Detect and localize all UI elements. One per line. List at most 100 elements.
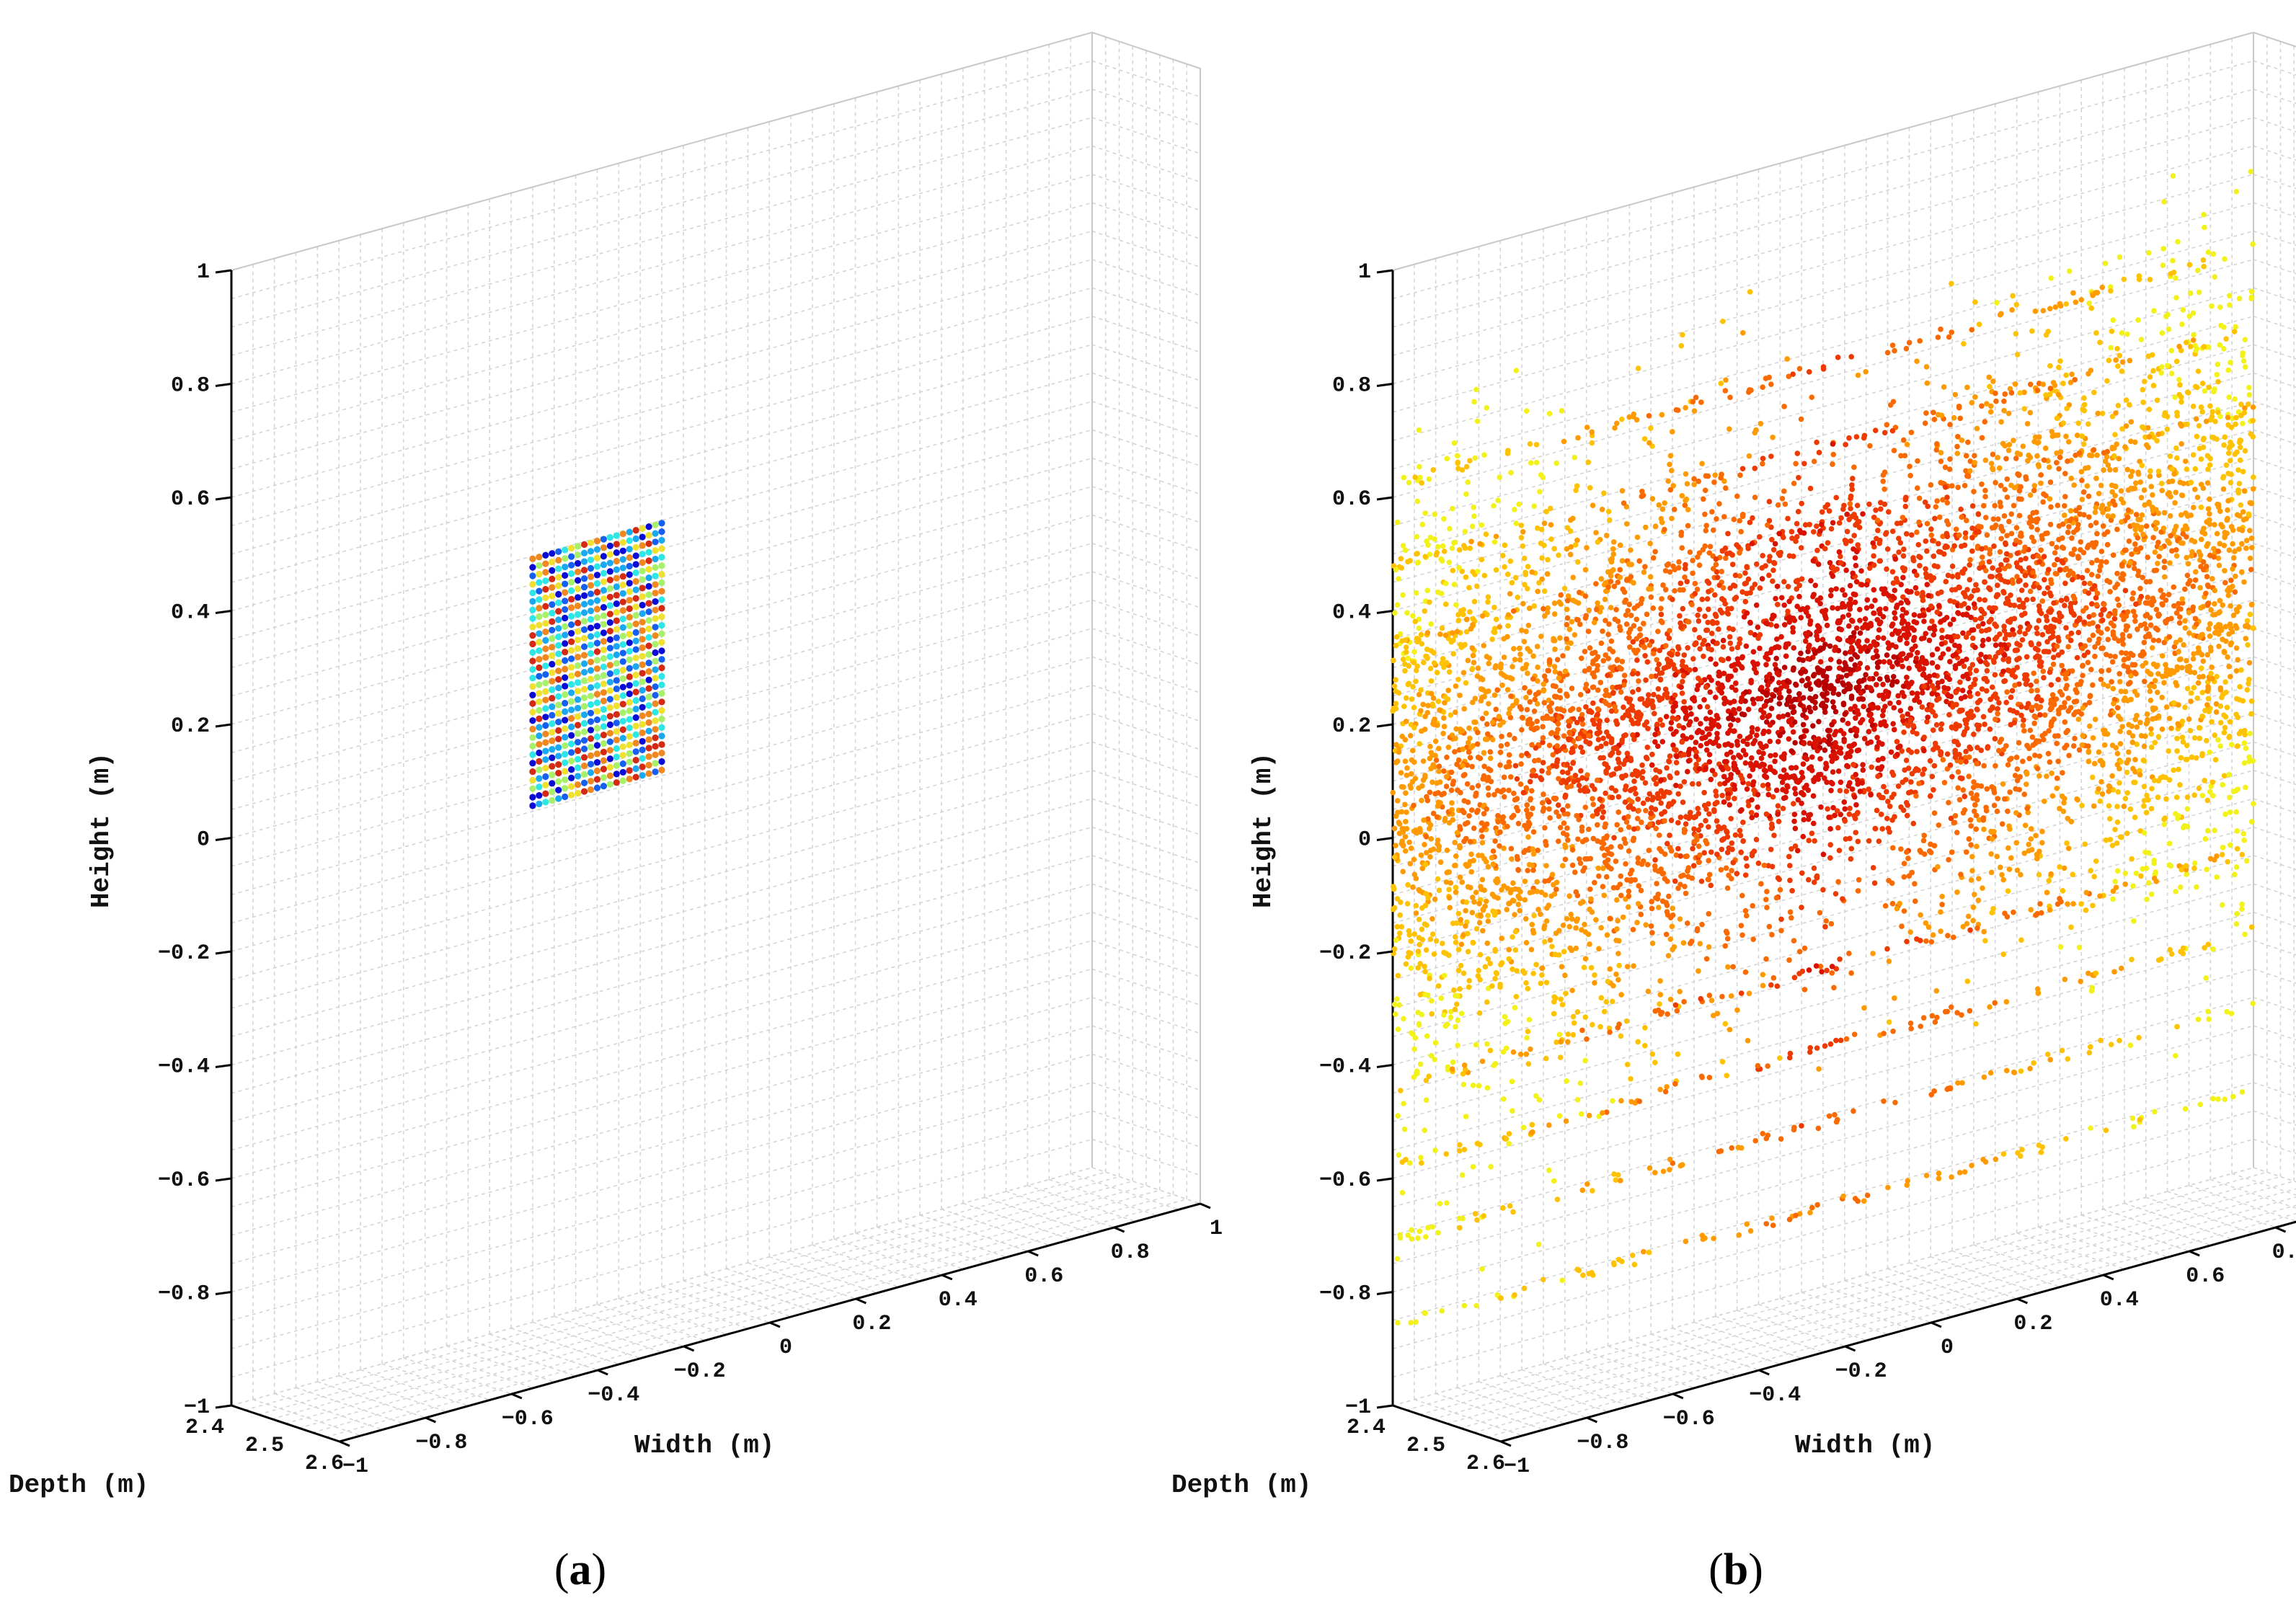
data-point	[2120, 641, 2127, 647]
data-point	[613, 668, 620, 675]
data-point	[1675, 791, 1681, 797]
data-point	[2098, 549, 2105, 554]
data-point	[2142, 634, 2149, 640]
data-point	[1714, 1011, 1721, 1016]
z-tick-label: 0.2	[171, 714, 210, 739]
data-point	[549, 618, 556, 625]
data-point	[2238, 729, 2244, 734]
data-point	[645, 651, 652, 658]
data-point	[1525, 585, 1530, 592]
data-point	[600, 723, 608, 730]
data-point	[2086, 514, 2092, 520]
data-point	[1392, 1011, 1399, 1017]
data-point	[1708, 776, 1714, 783]
data-point	[1569, 862, 1576, 869]
data-point	[2151, 567, 2158, 574]
data-point	[1400, 592, 1406, 598]
data-point	[1471, 825, 1477, 832]
data-point	[2054, 775, 2060, 781]
data-point	[2092, 644, 2098, 650]
data-point	[2242, 448, 2248, 454]
data-point	[1827, 559, 1833, 566]
data-point	[1431, 951, 1437, 957]
data-point	[1973, 529, 1980, 536]
data-point	[1964, 978, 1971, 985]
data-point	[632, 697, 639, 704]
data-point	[1569, 987, 1575, 993]
data-point	[1690, 845, 1696, 852]
data-point	[1470, 569, 1476, 575]
data-point	[568, 647, 575, 654]
data-point	[1973, 826, 1980, 832]
data-point	[1391, 657, 1396, 664]
data-point	[1713, 789, 1719, 794]
data-point	[2209, 576, 2215, 582]
data-point	[1453, 726, 1459, 732]
data-point	[1523, 940, 1530, 946]
data-point	[1773, 655, 1779, 662]
data-point	[1689, 696, 1696, 702]
data-point	[2138, 524, 2145, 530]
data-point	[1876, 541, 1883, 546]
data-point	[1837, 788, 1843, 794]
data-point	[1884, 815, 1890, 822]
data-point	[2154, 397, 2160, 404]
data-point	[1739, 932, 1745, 938]
data-point	[2034, 688, 2040, 693]
data-point	[1712, 472, 1719, 478]
data-point	[1946, 799, 1951, 806]
data-point	[555, 548, 562, 556]
data-point	[2114, 596, 2121, 603]
data-point	[619, 538, 626, 546]
data-point	[1453, 602, 1459, 608]
data-point	[1449, 800, 1455, 806]
data-point	[1663, 900, 1669, 906]
x-tick-mark	[1114, 1226, 1125, 1233]
data-point	[1573, 945, 1579, 951]
data-point	[555, 719, 562, 726]
data-point	[1934, 646, 1941, 652]
data-point	[562, 793, 569, 801]
data-point	[1603, 618, 1608, 623]
data-point	[2114, 804, 2120, 809]
data-point	[1701, 697, 1707, 703]
data-point	[2024, 805, 2030, 812]
data-point	[1639, 820, 1644, 825]
data-point	[2191, 487, 2198, 492]
data-point	[1562, 668, 1569, 674]
data-point	[1556, 776, 1561, 782]
data-point	[606, 772, 613, 779]
data-point	[536, 681, 543, 688]
data-point	[658, 758, 665, 765]
data-point	[1428, 678, 1435, 684]
data-point	[1720, 637, 1727, 644]
data-point	[1427, 854, 1433, 860]
data-point	[1725, 795, 1731, 801]
data-point	[549, 796, 556, 804]
data-point	[2228, 577, 2234, 583]
data-point	[1855, 888, 1861, 894]
data-point	[1959, 543, 1964, 549]
data-point	[1795, 509, 1801, 515]
data-point	[1739, 892, 1745, 899]
data-point	[626, 656, 633, 663]
data-point	[1971, 489, 1977, 494]
data-point	[658, 698, 665, 706]
data-point	[613, 541, 620, 548]
data-point	[1576, 706, 1582, 713]
data-point	[2075, 629, 2082, 636]
data-point	[1921, 734, 1928, 740]
data-point	[1535, 1241, 1542, 1248]
data-point	[1517, 657, 1523, 663]
data-point	[606, 713, 613, 720]
data-point	[1530, 805, 1535, 812]
data-point	[1863, 605, 1870, 611]
data-point	[2085, 659, 2091, 665]
data-point	[1921, 747, 1927, 754]
data-point	[1573, 487, 1579, 494]
data-point	[639, 695, 646, 703]
data-point	[542, 569, 549, 576]
data-point	[1463, 491, 1469, 497]
data-point	[1887, 659, 1892, 665]
data-point	[1603, 740, 1609, 747]
